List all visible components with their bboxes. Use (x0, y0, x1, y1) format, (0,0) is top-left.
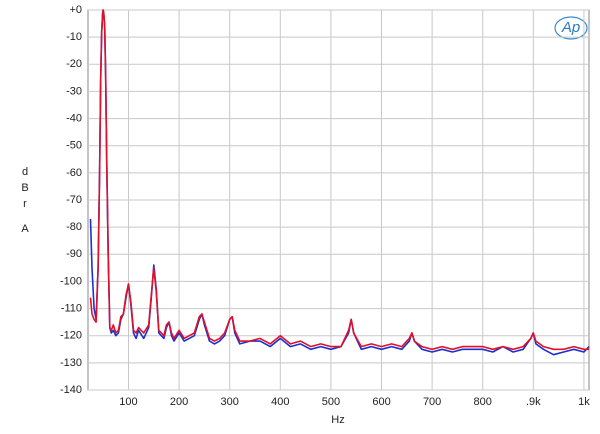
y-tick-label: -70 (66, 194, 82, 206)
y-tick-label: -50 (66, 140, 82, 152)
y-tick-label: -30 (66, 85, 82, 97)
x-tick-label: 400 (271, 396, 289, 408)
x-tick-label: 1k (578, 396, 590, 408)
y-tick-label: -80 (66, 221, 82, 233)
y-axis-label: r (23, 198, 27, 210)
y-tick-label: -60 (66, 167, 82, 179)
x-tick-label: 600 (372, 396, 390, 408)
x-tick-label: 300 (221, 396, 239, 408)
x-tick-label: .9k (526, 396, 541, 408)
y-axis-label: A (21, 223, 29, 235)
logo: Ap (554, 16, 588, 40)
y-tick-label: +0 (69, 4, 82, 16)
y-tick-label: -130 (60, 357, 82, 369)
series-line (89, 9, 589, 351)
x-axis-label: Hz (331, 414, 344, 426)
x-tick-label: 100 (119, 396, 137, 408)
y-tick-label: -20 (66, 58, 82, 70)
y-axis-label: B (21, 182, 28, 194)
x-tick-label: 500 (322, 396, 340, 408)
logo-text: Ap (561, 19, 580, 36)
y-tick-label: -120 (60, 330, 82, 342)
logo-ring (554, 16, 588, 40)
y-tick-label: -10 (66, 31, 82, 43)
x-tick-label: 700 (423, 396, 441, 408)
y-tick-label: -40 (66, 112, 82, 124)
y-tick-label: -100 (60, 275, 82, 287)
y-axis-label: d (22, 166, 28, 178)
x-tick-label: 200 (170, 396, 188, 408)
y-tick-label: -110 (61, 302, 82, 314)
y-tick-label: -90 (66, 248, 82, 260)
x-tick-label: 800 (474, 396, 492, 408)
y-tick-label: -140 (60, 384, 82, 396)
series-line (89, 9, 590, 356)
